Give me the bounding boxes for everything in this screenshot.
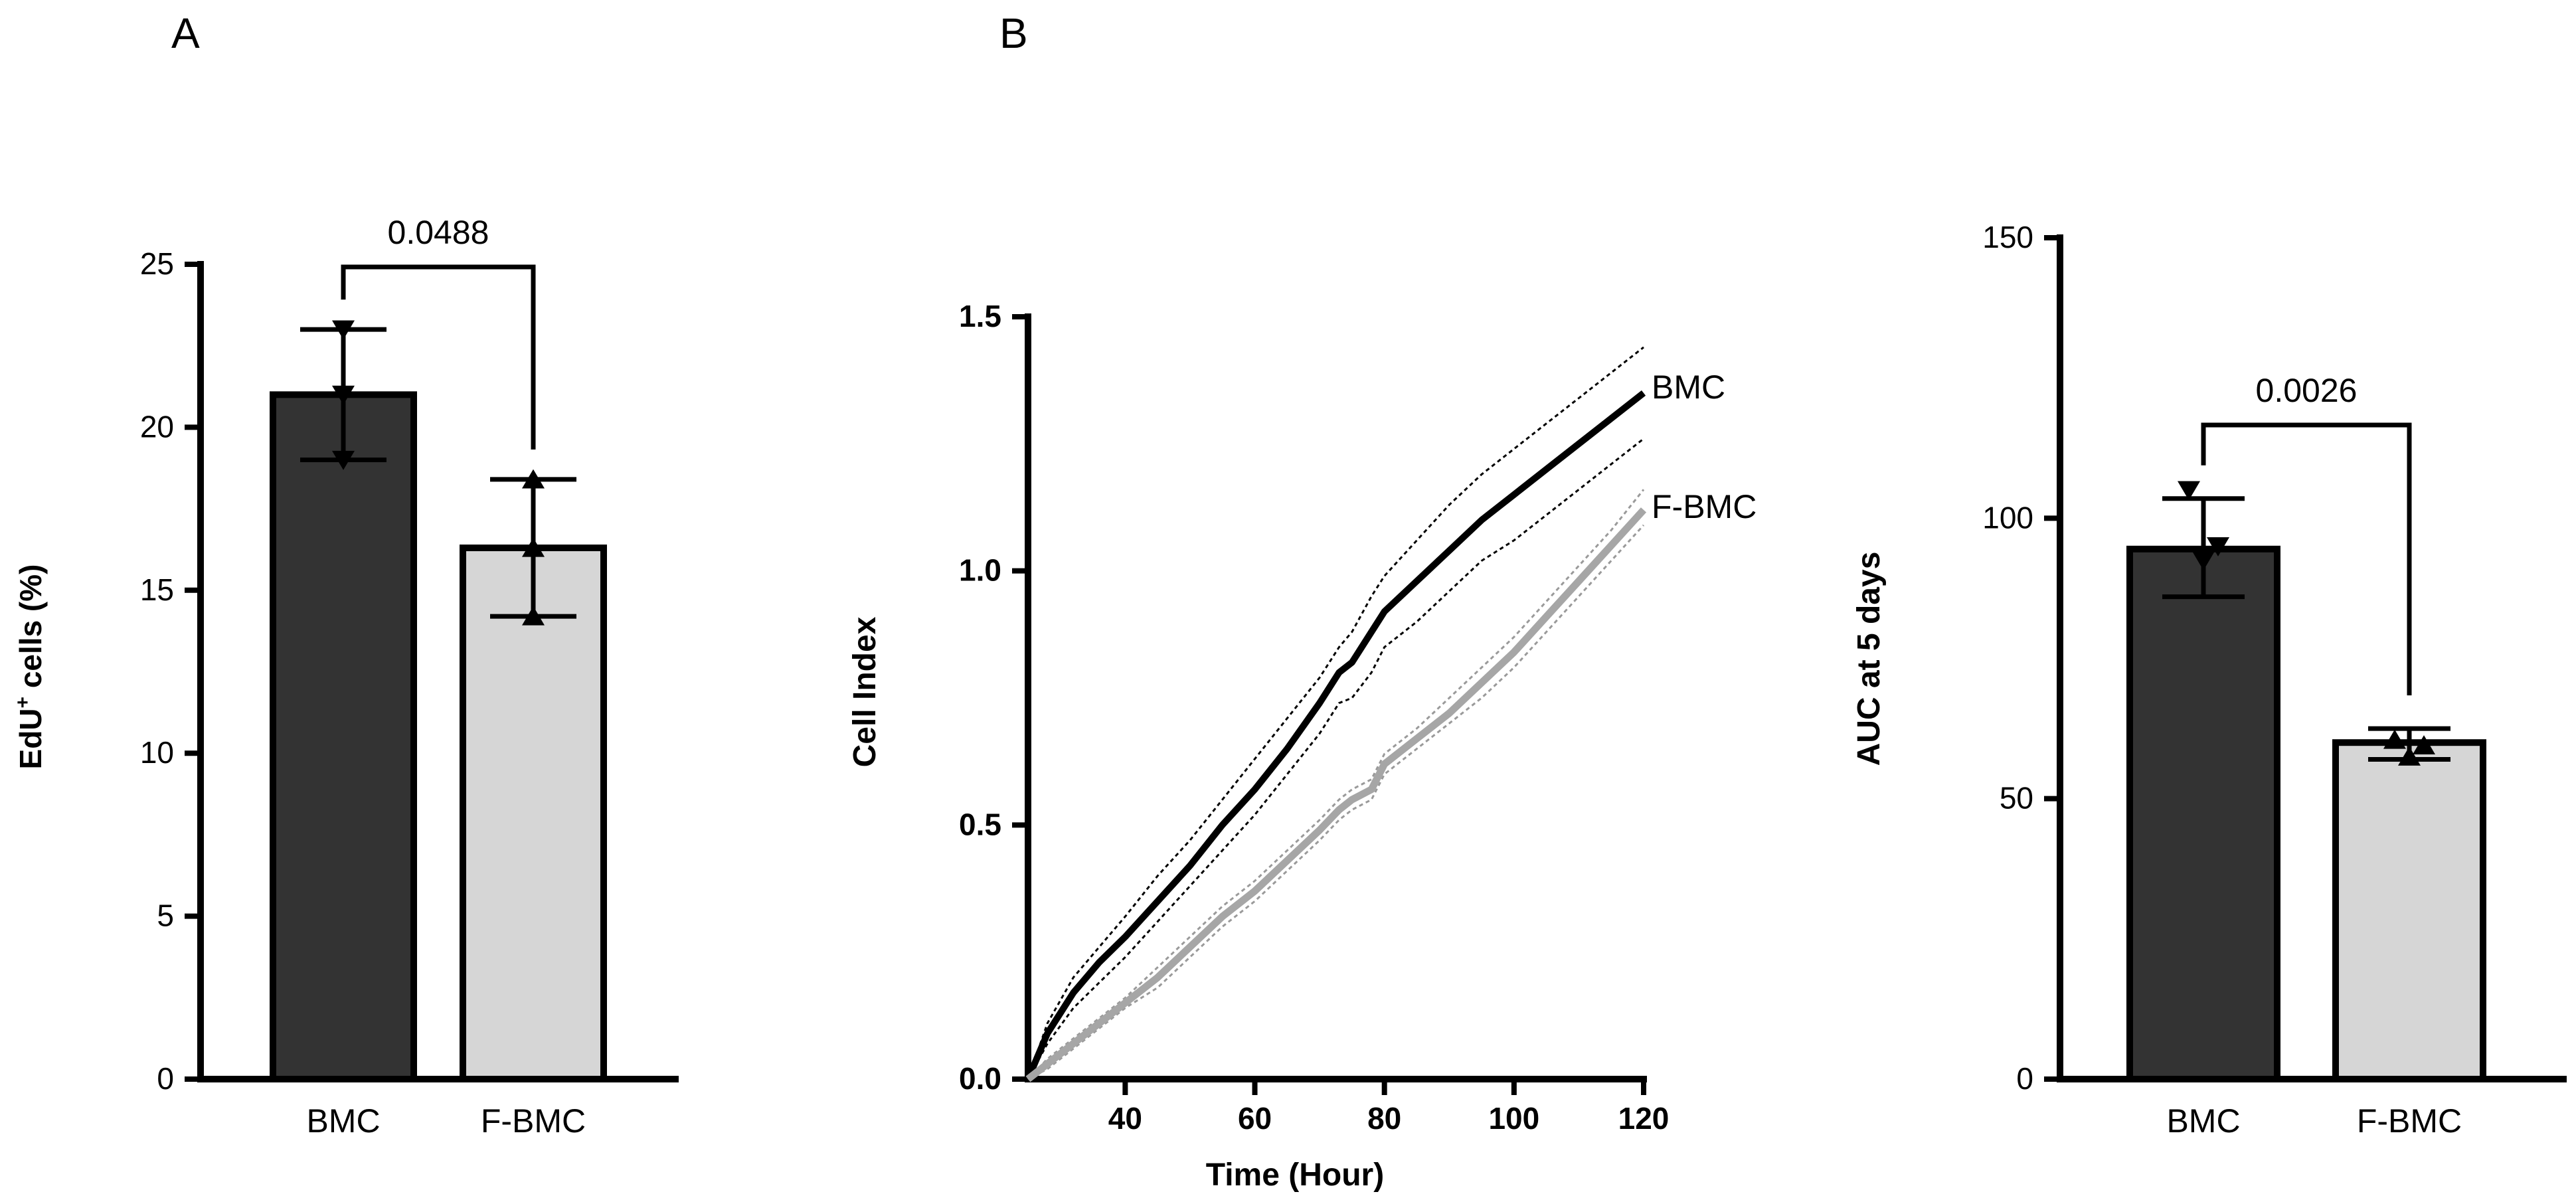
y-axis-title-superscript: + [12, 697, 34, 709]
x-tick-label: 120 [1618, 1101, 1670, 1136]
p-value-label: 0.0488 [388, 214, 489, 251]
data-point [522, 606, 545, 626]
axis-ticks-cell-index: 0.0 0.5 1.0 1.5 40 60 80 100 120 [959, 299, 1669, 1136]
x-tick-label: 80 [1367, 1101, 1401, 1136]
series-label-bmc: BMC [1652, 369, 1725, 406]
y-tick-label: 50 [2000, 781, 2033, 815]
x-tick-label-bmc: BMC [2166, 1102, 2240, 1140]
y-axis-ticks-auc: 0 50 100 150 [1982, 220, 2060, 1096]
p-value-label: 0.0026 [2256, 372, 2358, 409]
panel-label-a: A [171, 9, 200, 57]
x-tick-label-bmc: BMC [306, 1102, 380, 1140]
bar-bmc [2126, 545, 2280, 1082]
y-tick-label: 25 [140, 246, 174, 281]
y-tick-label: 1.5 [959, 299, 1001, 333]
significance-bracket [341, 264, 536, 450]
chart-edu-bar: 0 5 10 15 20 25 0.0488 BMC F-BMC EdU+ cells (%… [12, 214, 679, 1140]
bars-edu: 0.0488 [270, 214, 607, 1083]
data-point [522, 469, 545, 489]
panel-label-b: B [999, 9, 1028, 57]
data-point [522, 537, 545, 557]
data-point [2383, 729, 2406, 749]
y-tick-label: 20 [140, 409, 174, 444]
y-axis-title-edu: EdU+ cells (%) [12, 564, 48, 770]
significance-bracket [2201, 422, 2412, 696]
x-tick-label-f-bmc: F-BMC [2357, 1102, 2462, 1140]
y-tick-label: 0 [157, 1061, 174, 1096]
y-tick-label: 10 [140, 735, 174, 770]
series-bmc-line [1025, 390, 1646, 1080]
y-tick-label: 100 [1982, 500, 2033, 535]
data-point [2192, 551, 2215, 570]
series-lines: BMC F-BMC [1025, 346, 1757, 1082]
y-axis-ticks-edu: 0 5 10 15 20 25 [140, 246, 201, 1096]
data-point [2207, 537, 2229, 556]
y-tick-label: 1.0 [959, 553, 1001, 588]
bar-f-bmc [460, 544, 607, 1082]
data-point [2178, 481, 2200, 501]
y-tick-label: 5 [157, 898, 174, 933]
data-point [2398, 746, 2421, 766]
bars-auc: 0.0026 [2126, 372, 2486, 1082]
x-tick-label-f-bmc: F-BMC [481, 1102, 586, 1140]
y-tick-label: 0.0 [959, 1061, 1001, 1096]
x-axis-labels-edu: BMC F-BMC [306, 1102, 586, 1140]
x-axis-title-time: Time (Hour) [1206, 1157, 1384, 1193]
chart-auc-bar: 0 50 100 150 0.0026 BMC F-BMC AUC at 5 days [1851, 220, 2567, 1140]
x-tick-label: 100 [1488, 1101, 1539, 1136]
bar-bmc [270, 391, 417, 1083]
y-tick-label: 15 [140, 572, 174, 607]
y-tick-label: 0.5 [959, 807, 1001, 841]
series-label-fbmc: F-BMC [1652, 488, 1757, 525]
x-tick-label: 40 [1108, 1101, 1142, 1136]
y-tick-label: 0 [2016, 1061, 2033, 1096]
series-f-bmc-upper-bound [1027, 489, 1645, 1080]
chart-cell-index-line: 0.0 0.5 1.0 1.5 40 60 80 100 120 BMC F-BMC Time (… [847, 299, 1757, 1193]
bar-f-bmc [2332, 739, 2486, 1082]
data-point [332, 385, 355, 405]
series-bmc-lower-bound [1027, 438, 1644, 1080]
data-point [332, 320, 355, 340]
series-f-bmc-lower-bound [1027, 524, 1645, 1080]
data-point [2413, 735, 2435, 755]
x-axis-labels-auc: BMC F-BMC [2166, 1102, 2462, 1140]
x-tick-label: 60 [1238, 1101, 1272, 1136]
y-axis-title-cell-index: Cell Index [847, 616, 883, 767]
series-f-bmc-line [1025, 507, 1647, 1082]
series-bmc-upper-bound [1027, 346, 1644, 1080]
y-tick-label: 150 [1982, 220, 2033, 254]
data-point [332, 450, 355, 470]
y-axis-title-auc: AUC at 5 days [1851, 552, 1887, 766]
